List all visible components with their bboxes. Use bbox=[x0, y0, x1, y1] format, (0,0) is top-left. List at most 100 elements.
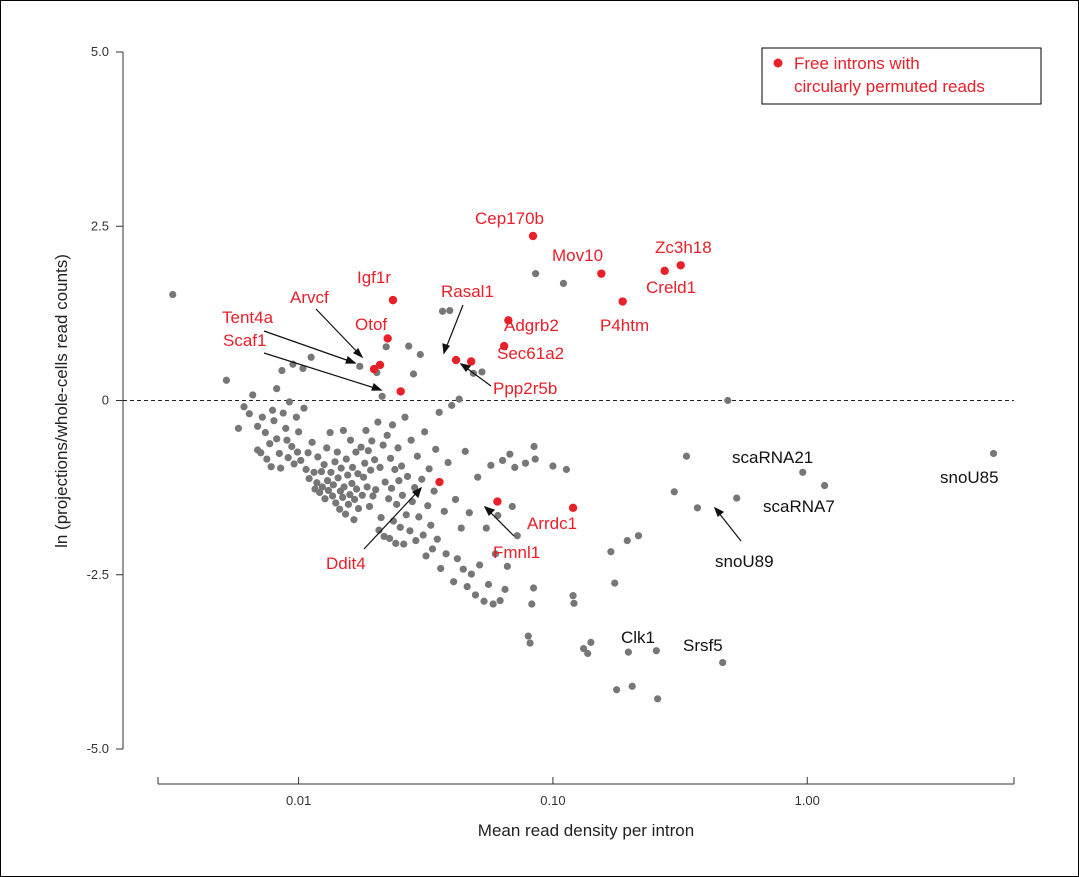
data-point bbox=[328, 492, 337, 500]
data-point bbox=[440, 507, 448, 515]
data-point bbox=[733, 494, 741, 502]
data-point bbox=[377, 513, 385, 522]
data-point bbox=[652, 647, 660, 655]
data-point bbox=[278, 366, 286, 375]
y-tick-label: 0 bbox=[102, 393, 109, 408]
data-point bbox=[240, 403, 248, 411]
data-point bbox=[521, 459, 530, 467]
y-tick-label: -2.5 bbox=[87, 567, 109, 582]
data-point bbox=[461, 447, 469, 455]
label-igf1r: Igf1r bbox=[357, 268, 391, 287]
red-points-layer bbox=[369, 231, 685, 513]
data-point bbox=[318, 483, 326, 491]
data-point bbox=[682, 452, 691, 460]
data-point bbox=[288, 442, 296, 451]
data-point bbox=[273, 385, 281, 393]
data-point bbox=[388, 421, 397, 429]
data-point bbox=[307, 353, 315, 361]
data-point bbox=[348, 463, 357, 472]
data-point bbox=[371, 456, 379, 464]
data-point-highlight bbox=[375, 360, 385, 370]
data-point bbox=[584, 649, 592, 658]
data-point bbox=[334, 474, 342, 482]
arrow-scaf1 bbox=[263, 352, 383, 391]
data-point bbox=[425, 465, 433, 473]
data-point bbox=[465, 509, 473, 517]
data-point bbox=[308, 438, 316, 446]
data-point bbox=[457, 524, 465, 532]
label-adgrb2: Adgrb2 bbox=[504, 316, 559, 335]
legend-box bbox=[761, 47, 1042, 105]
label-otof: Otof bbox=[355, 315, 387, 334]
x-axis-title: Mean read density per intron bbox=[478, 821, 694, 840]
arrow-fmnl1 bbox=[483, 505, 515, 537]
data-point bbox=[526, 639, 534, 647]
data-point bbox=[263, 455, 271, 463]
data-point bbox=[316, 488, 324, 497]
arrow-tent4a bbox=[263, 330, 357, 364]
label-zc3h18: Zc3h18 bbox=[655, 238, 712, 257]
data-point bbox=[339, 426, 347, 435]
data-point bbox=[270, 417, 278, 425]
data-point bbox=[393, 500, 401, 508]
data-point bbox=[283, 436, 291, 444]
data-point bbox=[268, 406, 277, 414]
data-point bbox=[359, 473, 368, 481]
data-point bbox=[528, 600, 536, 608]
data-point bbox=[339, 493, 347, 501]
data-point bbox=[421, 428, 429, 436]
data-point bbox=[401, 413, 409, 421]
data-point bbox=[333, 448, 341, 456]
data-point bbox=[623, 536, 631, 545]
data-point bbox=[459, 565, 467, 573]
label-arrdc1: Arrdc1 bbox=[527, 514, 577, 533]
label-scarna7: scaRNA7 bbox=[763, 497, 835, 516]
data-point bbox=[234, 424, 243, 432]
data-point bbox=[433, 535, 441, 543]
data-point bbox=[430, 487, 438, 495]
data-point bbox=[624, 648, 632, 656]
data-point bbox=[634, 532, 643, 540]
arrow-arvcf bbox=[315, 308, 364, 359]
data-point bbox=[719, 658, 727, 667]
data-point bbox=[356, 362, 364, 370]
data-point bbox=[413, 452, 421, 460]
data-point bbox=[300, 404, 308, 412]
label-snou89: snoU89 bbox=[715, 552, 774, 571]
data-point bbox=[450, 578, 458, 586]
data-point bbox=[398, 491, 407, 499]
data-point bbox=[374, 418, 382, 426]
data-point-highlight bbox=[466, 357, 476, 366]
data-point bbox=[292, 413, 300, 421]
arrow-rasal1 bbox=[442, 304, 464, 355]
data-point-highlight bbox=[597, 269, 606, 278]
label-creld1: Creld1 bbox=[646, 278, 696, 297]
data-point bbox=[524, 632, 532, 640]
data-point bbox=[284, 454, 292, 462]
label-scaf1: Scaf1 bbox=[223, 331, 266, 350]
data-point bbox=[491, 550, 499, 558]
data-point bbox=[455, 395, 463, 403]
label-arvcf: Arvcf bbox=[290, 288, 329, 307]
data-point bbox=[314, 453, 322, 461]
data-point bbox=[346, 436, 355, 444]
data-point-highlight bbox=[388, 295, 398, 305]
data-point bbox=[508, 502, 516, 511]
data-point bbox=[387, 484, 396, 492]
data-point-highlight bbox=[499, 341, 509, 351]
data-point bbox=[375, 526, 383, 534]
y-axis-title: ln (projections/whole-cells read counts) bbox=[52, 254, 71, 548]
data-point bbox=[295, 428, 303, 436]
data-point bbox=[394, 444, 402, 452]
data-point bbox=[267, 463, 275, 471]
data-point bbox=[336, 505, 344, 513]
label-sec61a2: Sec61a2 bbox=[497, 344, 564, 363]
data-point bbox=[261, 428, 269, 437]
data-point bbox=[273, 435, 281, 443]
data-point bbox=[344, 471, 352, 479]
data-point bbox=[579, 645, 588, 653]
data-point-highlight bbox=[435, 477, 444, 487]
data-point bbox=[354, 504, 363, 513]
data-point-highlight bbox=[676, 261, 685, 270]
label-srsf5: Srsf5 bbox=[683, 636, 723, 655]
